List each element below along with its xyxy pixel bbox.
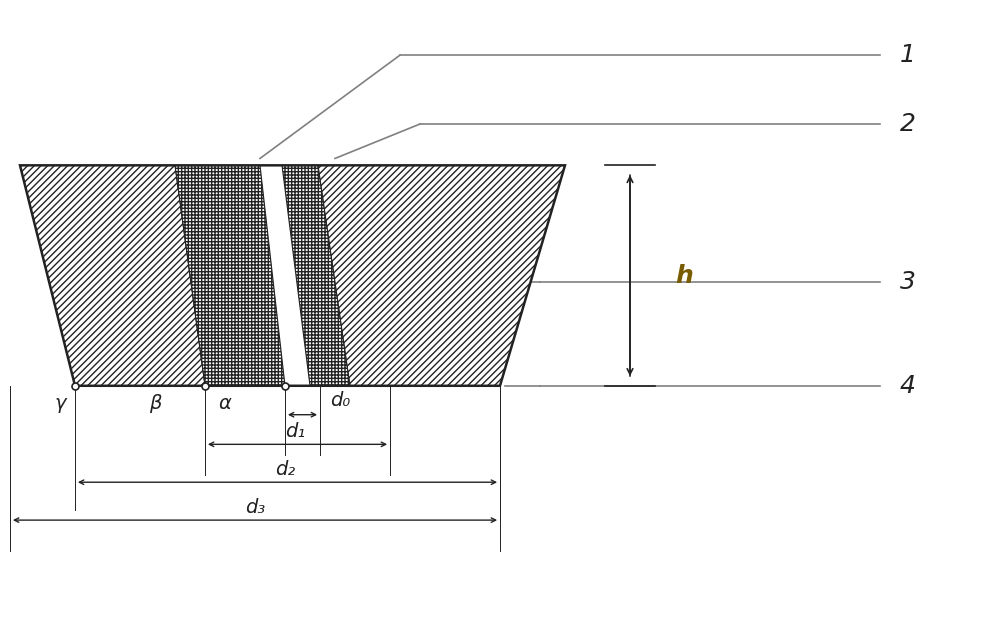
Text: h: h: [675, 264, 693, 288]
Polygon shape: [175, 166, 285, 386]
Text: γ: γ: [54, 394, 66, 412]
Text: d₃: d₃: [245, 498, 265, 516]
Text: d₁: d₁: [285, 422, 305, 441]
Polygon shape: [318, 166, 565, 386]
Polygon shape: [20, 166, 205, 386]
Text: α: α: [219, 394, 231, 412]
Text: d₂: d₂: [275, 460, 295, 479]
Text: d₀: d₀: [330, 391, 350, 410]
Text: β: β: [149, 394, 161, 412]
Polygon shape: [260, 166, 310, 386]
Text: 4: 4: [900, 374, 916, 398]
Text: 1: 1: [900, 43, 916, 67]
Text: 2: 2: [900, 112, 916, 136]
Polygon shape: [282, 166, 350, 386]
Text: 3: 3: [900, 270, 916, 294]
